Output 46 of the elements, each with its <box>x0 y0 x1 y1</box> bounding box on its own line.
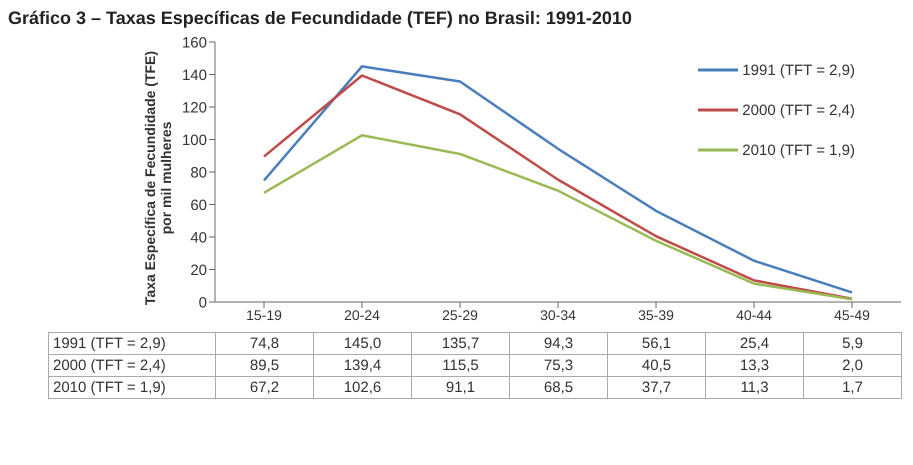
data-label: 1,7 <box>804 376 902 398</box>
legend-label: 1991 (TFT = 2,9) <box>742 62 855 78</box>
line-series <box>262 134 854 300</box>
data-label: 75,3 <box>510 354 608 376</box>
x-tick-label: 30-34 <box>540 306 576 323</box>
data-label: 145,0 <box>314 332 412 354</box>
data-label: 37,7 <box>608 376 706 398</box>
chart-title: Gráfico 3 – Taxas Específicas de Fecundidade (TEF) no Brasil: 1991-2010 <box>8 8 633 30</box>
text: 1991 (TFT = 2,9) <box>53 335 166 352</box>
x-tick-label: 45-49 <box>834 306 870 323</box>
y-tick-label: 120 <box>182 99 207 116</box>
data-label: 139,4 <box>314 354 412 376</box>
y-tick-label: 20 <box>190 262 207 279</box>
y-tick-label: 60 <box>190 196 207 214</box>
data-label: 40,5 <box>608 354 706 376</box>
x-tick-label: 20-24 <box>344 306 380 323</box>
y-tick-label: 0 <box>198 294 207 312</box>
data-label: 5,9 <box>804 332 902 354</box>
y-axis-title: Taxa Específica de Fecundidade (TFE) por mil mulheres <box>142 50 174 308</box>
data-label: 91,1 <box>412 376 510 398</box>
text: 2010 (TFT = 1,9) <box>53 379 166 396</box>
data-label: 115,5 <box>412 354 510 376</box>
data-label: 2,0 <box>804 354 902 376</box>
data-label: 67,2 <box>216 376 314 398</box>
data-label: 94,3 <box>510 332 608 354</box>
data-label: 11,3 <box>706 376 804 398</box>
data-label: 25,4 <box>706 332 804 354</box>
data-label: 102,6 <box>314 376 412 398</box>
data-label: 74,8 <box>216 332 314 354</box>
x-tick-label: 15-19 <box>246 306 282 323</box>
x-tick-label: 40-44 <box>736 306 772 323</box>
legend-label: 2010 (TFT = 1,9) <box>742 142 855 158</box>
x-tick-label: 35-39 <box>638 306 674 323</box>
y-tick-label: 80 <box>190 164 207 182</box>
text: 2000 (TFT = 2,4) <box>53 357 166 374</box>
data-label: 135,7 <box>412 332 510 354</box>
y-tick-label: 40 <box>190 229 207 246</box>
data-label: 68,5 <box>510 376 608 398</box>
y-tick-label: 160 <box>182 34 207 52</box>
legend-label: 2000 (TFT = 2,4) <box>742 102 855 118</box>
data-label: 13,3 <box>706 354 804 376</box>
data-label: 56,1 <box>608 332 706 354</box>
x-tick-label: 25-29 <box>442 306 478 323</box>
y-tick-label: 100 <box>182 132 207 149</box>
data-label: 89,5 <box>216 354 314 376</box>
y-tick-label: 140 <box>182 66 207 84</box>
